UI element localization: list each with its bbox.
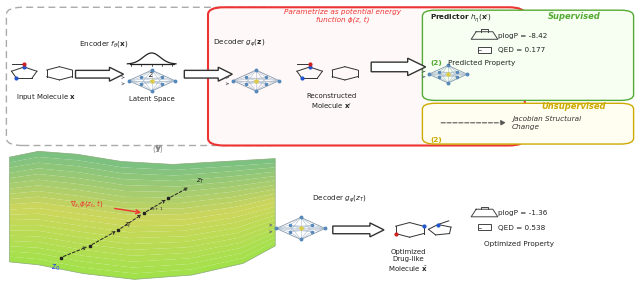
Text: plogP = -1.36: plogP = -1.36 [498,210,547,216]
Text: QED = 0.538: QED = 0.538 [498,225,545,230]
Text: Encoder $f_\theta(\mathbf{x})$: Encoder $f_\theta(\mathbf{x})$ [79,40,129,49]
Text: Optimized
Drug-like
Molecule $\bar{\mathbf{x}}$: Optimized Drug-like Molecule $\bar{\math… [388,249,428,274]
Polygon shape [10,198,275,221]
Text: Reconstructed
Molecule $\mathbf{x}'$: Reconstructed Molecule $\mathbf{x}'$ [307,93,356,111]
Text: Jacobian Structural
Change: Jacobian Structural Change [512,116,581,129]
FancyBboxPatch shape [208,7,525,146]
Polygon shape [10,163,275,181]
Text: Parametrize as potential energy
function ϕ(z, t): Parametrize as potential energy function… [284,9,401,23]
Polygon shape [10,242,275,279]
Text: Supervised: Supervised [548,12,600,21]
Polygon shape [10,220,275,250]
Polygon shape [10,189,275,209]
FancyArrow shape [333,223,384,237]
FancyArrow shape [184,67,232,81]
Polygon shape [10,157,275,175]
Text: $z_t$: $z_t$ [124,221,131,230]
Polygon shape [10,168,275,187]
FancyArrow shape [76,67,124,81]
Polygon shape [10,224,275,256]
Polygon shape [10,202,275,226]
Text: Predictor $h_\eta(\mathbf{x}')$: Predictor $h_\eta(\mathbf{x}')$ [430,13,492,26]
Text: Decoder $g_\varphi(\mathbf{z})$: Decoder $g_\varphi(\mathbf{z})$ [212,38,265,49]
Text: Latent Space: Latent Space [129,96,175,102]
Text: plogP = -8.42: plogP = -8.42 [498,33,547,38]
Text: $\nabla_{z_t}\phi(z_t,t)$: $\nabla_{z_t}\phi(z_t,t)$ [70,199,103,211]
Text: Input Molecule $\mathbf{x}$: Input Molecule $\mathbf{x}$ [16,92,76,102]
FancyBboxPatch shape [422,103,634,144]
Polygon shape [10,151,275,170]
Polygon shape [10,215,275,244]
Text: Decoder $g_\varphi(z_T)$: Decoder $g_\varphi(z_T)$ [312,194,367,205]
Text: QED = 0.177: QED = 0.177 [498,47,545,53]
Polygon shape [10,185,275,203]
Polygon shape [10,211,275,238]
Text: Unsupervised: Unsupervised [542,102,606,111]
Text: $z_0$: $z_0$ [51,263,60,273]
Text: Predicted Property: Predicted Property [448,61,515,66]
Text: $z_T$: $z_T$ [196,177,205,186]
FancyBboxPatch shape [422,10,634,100]
Text: (1): (1) [153,145,163,154]
Text: (2): (2) [430,61,442,66]
Bar [478,47,491,53]
Polygon shape [10,180,275,198]
Polygon shape [10,174,275,192]
Polygon shape [10,233,275,268]
FancyArrow shape [371,58,426,76]
Text: $z$: $z$ [148,70,155,79]
Text: Optimized Property: Optimized Property [484,241,554,247]
Text: $z_{t+1}$: $z_{t+1}$ [149,205,164,213]
Polygon shape [10,237,275,274]
Text: (2): (2) [430,137,442,143]
Polygon shape [10,207,275,232]
Bar [478,224,491,230]
Polygon shape [10,194,275,214]
Polygon shape [10,228,275,262]
